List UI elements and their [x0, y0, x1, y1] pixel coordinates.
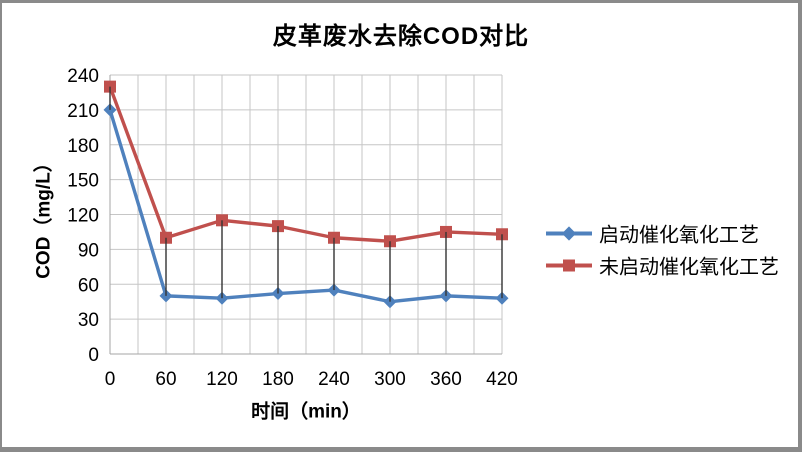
x-tick-label: 420 — [486, 369, 518, 390]
x-tick-label: 120 — [206, 369, 238, 390]
y-tick-label: 240 — [67, 66, 99, 87]
legend-label: 未启动催化氧化工艺 — [599, 256, 779, 279]
x-tick-label: 0 — [105, 369, 116, 390]
x-tick-label: 360 — [430, 369, 462, 390]
y-tick-label: 30 — [78, 310, 99, 331]
legend-item-not-started-process: 未启动催化氧化工艺 — [546, 251, 779, 280]
y-tick-label: 180 — [67, 136, 99, 157]
y-tick-label: 210 — [67, 101, 99, 122]
series-line — [108, 84, 504, 243]
legend-item-started-process: 启动催化氧化工艺 — [546, 219, 759, 248]
x-tick-label: 180 — [262, 369, 294, 390]
diamond-marker-icon — [561, 225, 577, 241]
x-tick-label: 60 — [155, 369, 176, 390]
legend-line-sample-blue — [546, 225, 592, 241]
y-tick-label: 120 — [67, 206, 99, 227]
series-line — [108, 108, 504, 304]
legend-label: 启动催化氧化工艺 — [599, 224, 759, 247]
y-tick-label: 60 — [78, 275, 99, 296]
legend-line-sample-red — [546, 259, 592, 271]
y-axis-title: COD（mg/L） — [33, 153, 55, 279]
square-marker-icon — [563, 259, 575, 271]
chart-title: 皮革废水去除COD对比 — [272, 23, 530, 50]
y-tick-label: 90 — [78, 240, 99, 261]
x-tick-label: 240 — [318, 369, 350, 390]
x-axis-title: 时间（min） — [251, 401, 361, 423]
y-tick-label: 150 — [67, 171, 99, 192]
y-tick-label: 0 — [88, 345, 99, 366]
x-tick-label: 300 — [374, 369, 406, 390]
